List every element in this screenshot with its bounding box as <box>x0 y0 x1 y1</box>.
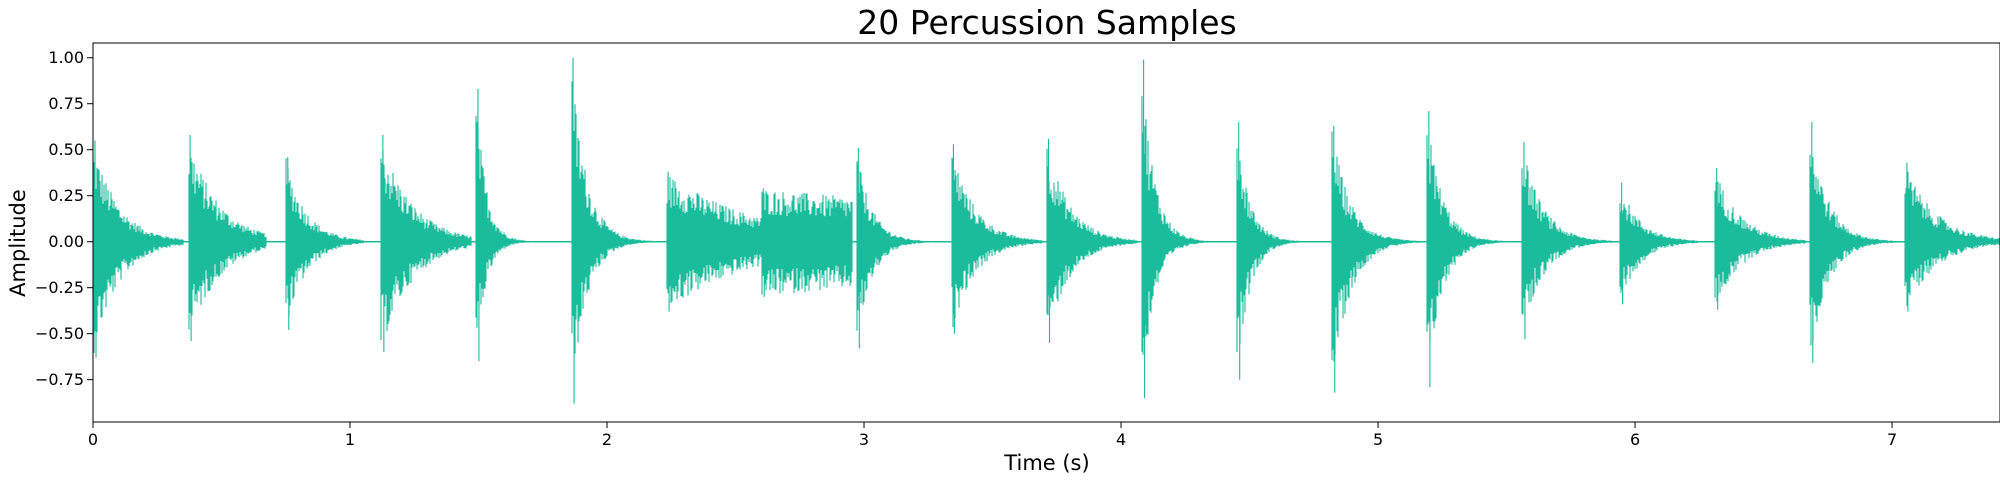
sample-waveform-7 <box>666 171 770 312</box>
x-tick-label: 6 <box>1630 430 1640 449</box>
sample-waveform-5 <box>475 89 554 362</box>
y-tick-label: −0.50 <box>35 324 84 343</box>
sample-waveform-2 <box>188 135 267 341</box>
sample-waveform-3 <box>285 157 364 330</box>
sample-waveform-4 <box>380 135 472 353</box>
sample-waveform-11 <box>1046 138 1138 343</box>
sample-waveform-1 <box>92 140 184 358</box>
y-tick-label: 1.00 <box>48 48 84 67</box>
x-axis: 0 1 2 3 4 5 6 7 <box>88 422 1897 449</box>
y-axis-label: Amplitude <box>6 189 30 297</box>
sample-waveform-14 <box>1331 125 1423 393</box>
x-tick-label: 1 <box>345 430 355 449</box>
y-tick-label: 0.25 <box>48 186 84 205</box>
y-tick-label: −0.75 <box>35 370 84 389</box>
x-tick-label: 0 <box>88 430 98 449</box>
x-tick-label: 7 <box>1887 430 1897 449</box>
chart-title: 20 Percussion Samples <box>857 3 1236 42</box>
sample-waveform-17 <box>1619 182 1698 305</box>
sample-waveform-19 <box>1809 122 1901 364</box>
x-tick-label: 2 <box>602 430 612 449</box>
sample-waveform-20 <box>1904 162 2000 312</box>
x-tick-label: 5 <box>1373 430 1383 449</box>
axes-frame <box>92 42 2000 423</box>
x-tick-label: 3 <box>859 430 869 449</box>
x-axis-label: Time (s) <box>1003 451 1089 475</box>
sample-waveform-6 <box>571 57 662 404</box>
y-tick-label: 0.50 <box>48 140 84 159</box>
sample-waveform-8 <box>761 188 853 297</box>
y-tick-label: 0.75 <box>48 94 84 113</box>
sample-waveform-9 <box>856 147 948 349</box>
sample-waveform-13 <box>1236 122 1328 380</box>
y-tick-label: 0.00 <box>48 232 84 251</box>
sample-waveform-18 <box>1714 168 1806 310</box>
sample-waveform-15 <box>1426 111 1518 387</box>
y-axis: −0.75 −0.50 −0.25 0.00 0.25 0.50 0.75 1.00 <box>35 48 93 389</box>
y-tick-label: −0.25 <box>35 278 84 297</box>
sample-waveform-10 <box>951 144 1043 334</box>
sample-waveform-16 <box>1521 142 1613 340</box>
sample-waveform-12 <box>1141 59 1233 399</box>
x-tick-label: 4 <box>1116 430 1126 449</box>
plot-area <box>92 42 2000 423</box>
